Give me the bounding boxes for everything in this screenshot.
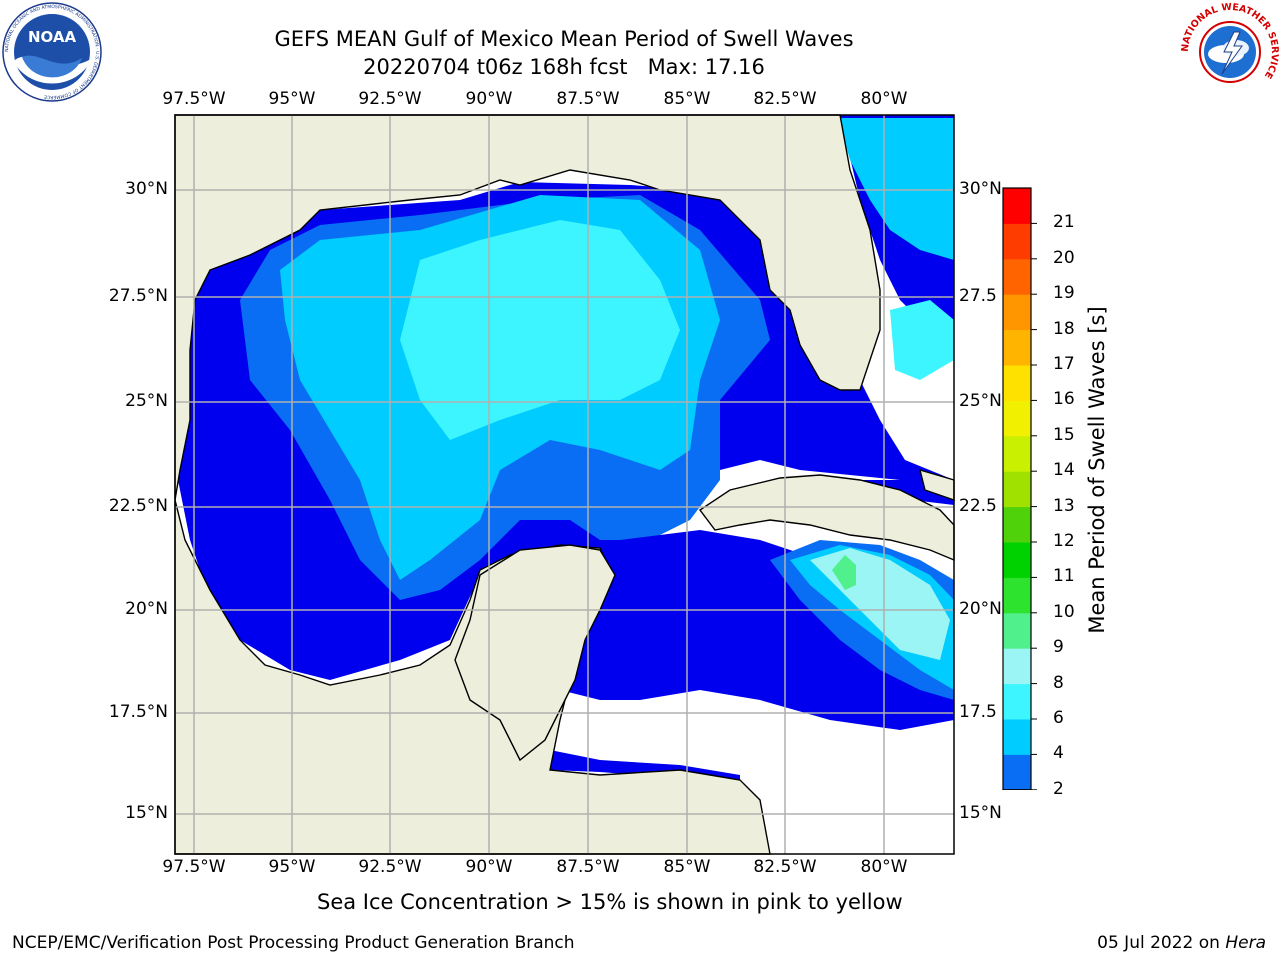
colorbar-segment bbox=[1003, 577, 1031, 614]
lon-label-top: 82.5°W bbox=[753, 89, 817, 109]
footer-host: Hera bbox=[1225, 933, 1266, 953]
footer-date-text: 05 Jul 2022 on bbox=[1097, 933, 1226, 953]
lat-label-left: 25°N bbox=[125, 391, 168, 411]
us-gulf-coast-land bbox=[174, 114, 881, 501]
lat-label-left: 22.5°N bbox=[108, 496, 168, 516]
colorbar-tick-label: 21 bbox=[1053, 212, 1075, 233]
lon-label-top: 90°W bbox=[465, 89, 513, 109]
lat-label-right: 17.5 bbox=[959, 702, 997, 722]
lon-label-bottom: 90°W bbox=[465, 857, 513, 877]
colorbar-tick-label: 20 bbox=[1053, 247, 1075, 268]
colorbar-label: Mean Period of Swell Waves [s] bbox=[1085, 306, 1109, 634]
lon-label-top: 80°W bbox=[860, 89, 908, 109]
atlantic-light-cyan bbox=[890, 300, 954, 380]
lat-label-right: 30°N bbox=[959, 179, 1002, 199]
map-title: GEFS MEAN Gulf of Mexico Mean Period of … bbox=[274, 27, 854, 51]
noaa-logo: NOAA NATIONAL OCEANIC AND ATMOSPHERIC AD… bbox=[2, 2, 102, 102]
lon-label-top: 95°W bbox=[268, 89, 316, 109]
colorbar-segment bbox=[1003, 471, 1031, 508]
lon-label-bottom: 92.5°W bbox=[358, 857, 422, 877]
lat-label-left: 17.5°N bbox=[108, 702, 168, 722]
colorbar-tick-label: 14 bbox=[1053, 460, 1075, 481]
lon-label-top: 87.5°W bbox=[556, 89, 620, 109]
noaa-logo-text: NOAA bbox=[28, 28, 77, 46]
colorbar-tick-label: 9 bbox=[1053, 637, 1064, 658]
colorbar-tick-label: 17 bbox=[1053, 354, 1075, 374]
colorbar-segment bbox=[1003, 294, 1031, 331]
atlantic-cyan bbox=[838, 118, 954, 260]
map-frame bbox=[174, 114, 955, 855]
colorbar-tick-label: 12 bbox=[1053, 531, 1075, 551]
colorbar-segment bbox=[1003, 329, 1031, 366]
colorbar-tick-label: 10 bbox=[1053, 601, 1075, 622]
lon-label-bottom: 80°W bbox=[860, 857, 908, 877]
colorbar-segment bbox=[1003, 612, 1031, 649]
colorbar-tick-label: 16 bbox=[1053, 389, 1075, 410]
colorbar-segment bbox=[1003, 648, 1031, 685]
lon-label-bottom: 97.5°W bbox=[162, 857, 226, 877]
colorbar-tick-label: 19 bbox=[1053, 283, 1075, 304]
colorbar-segment bbox=[1003, 506, 1031, 543]
lat-label-left: 20°N bbox=[125, 599, 168, 619]
colorbar-segment bbox=[1003, 754, 1031, 790]
colorbar-tick-label: 2 bbox=[1053, 778, 1064, 799]
colorbar-segment bbox=[1003, 365, 1031, 401]
footer-date: 05 Jul 2022 on Hera bbox=[1097, 933, 1266, 953]
lat-label-right: 25°N bbox=[959, 391, 1002, 411]
lat-label-left: 27.5°N bbox=[108, 286, 168, 306]
colorbar-segment bbox=[1003, 719, 1031, 755]
nws-logo: NATIONAL WEATHER SERVICE bbox=[1180, 2, 1280, 102]
colorbar-tick-label: 13 bbox=[1053, 495, 1075, 516]
lon-label-top: 85°W bbox=[663, 89, 711, 109]
colorbar-segment bbox=[1003, 683, 1031, 720]
colorbar-tick-label: 18 bbox=[1053, 318, 1075, 339]
lon-label-top: 92.5°W bbox=[358, 89, 422, 109]
map-subtitle: 20220704 t06z 168h fcst Max: 17.16 bbox=[363, 55, 765, 79]
colorbar-tick-label: 15 bbox=[1053, 424, 1075, 445]
lon-label-bottom: 85°W bbox=[663, 857, 711, 877]
lon-label-bottom: 95°W bbox=[268, 857, 316, 877]
lon-label-top: 97.5°W bbox=[162, 89, 226, 109]
colorbar-segment bbox=[1003, 188, 1031, 224]
colorbar-segment bbox=[1003, 542, 1031, 578]
sea-ice-note: Sea Ice Concentration > 15% is shown in … bbox=[317, 890, 903, 914]
colorbar-tick-label: 4 bbox=[1053, 743, 1064, 764]
lat-label-left: 15°N bbox=[125, 803, 168, 823]
lon-label-bottom: 87.5°W bbox=[556, 857, 620, 877]
colorbar-tick-label: 8 bbox=[1053, 672, 1064, 693]
colorbar-outline bbox=[1002, 187, 1032, 790]
caribbean-green-spot bbox=[832, 555, 856, 590]
lat-label-right: 20°N bbox=[959, 599, 1002, 619]
colorbar bbox=[1002, 187, 1037, 790]
lat-label-right: 22.5 bbox=[959, 496, 997, 516]
gulf-light-cyan bbox=[400, 220, 680, 440]
colorbar-segment bbox=[1003, 435, 1031, 472]
colorbar-segment bbox=[1003, 258, 1031, 295]
lon-label-bottom: 82.5°W bbox=[753, 857, 817, 877]
yucatan-peninsula-land bbox=[454, 544, 616, 762]
colorbar-tick-label: 11 bbox=[1053, 566, 1075, 587]
colorbar-segment bbox=[1003, 400, 1031, 437]
lat-label-right: 15°N bbox=[959, 803, 1002, 823]
colorbar-tick-label: 6 bbox=[1053, 708, 1064, 728]
lat-label-right: 27.5 bbox=[959, 286, 997, 306]
lat-label-left: 30°N bbox=[125, 179, 168, 199]
footer-credit: NCEP/EMC/Verification Post Processing Pr… bbox=[12, 933, 575, 953]
colorbar-segment bbox=[1003, 223, 1031, 260]
